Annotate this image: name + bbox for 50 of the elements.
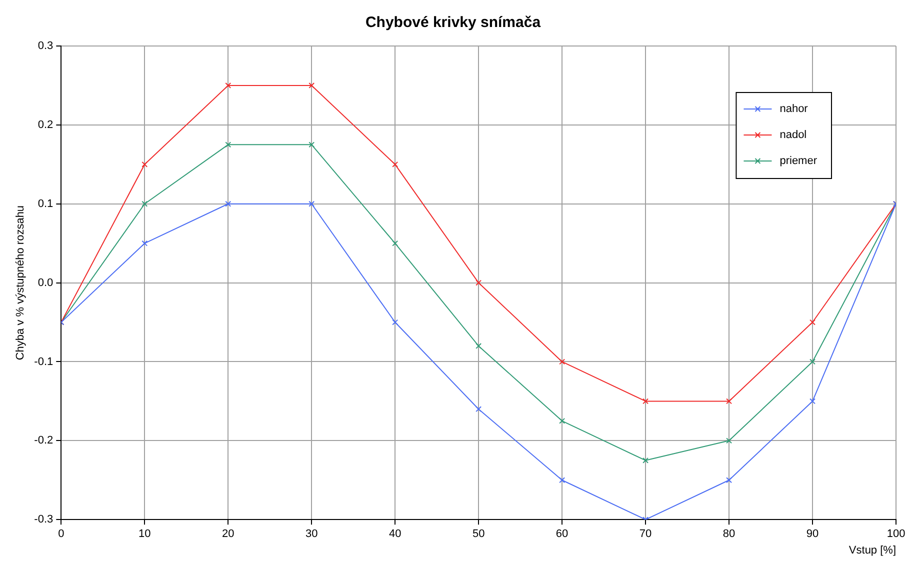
point: [476, 342, 482, 349]
point: [142, 161, 148, 168]
point: [225, 142, 232, 148]
x-tick-label: 30: [305, 528, 318, 540]
y-tick-label: 0.2: [38, 118, 54, 131]
point: [642, 398, 649, 404]
x-tick-label: 0: [58, 528, 64, 540]
x-tick-label: 40: [388, 528, 402, 540]
point: [642, 457, 649, 464]
y-tick-label: 0.0: [38, 276, 54, 289]
point: [308, 82, 315, 88]
x-tick-label: 70: [639, 528, 652, 540]
x-tick-label: 10: [138, 528, 151, 540]
point: [810, 398, 816, 404]
point: [810, 358, 816, 365]
y-tick-label: 0.1: [38, 198, 54, 210]
x-tick-label: 90: [806, 528, 819, 540]
point: [726, 477, 732, 484]
point: [392, 319, 398, 326]
x-tick-label: 20: [222, 528, 234, 540]
point: [559, 418, 566, 424]
y-tick-label: -0.1: [34, 356, 54, 368]
point: [225, 82, 232, 88]
point: [142, 240, 148, 246]
y-axis-title: Chyba v % výstupného rozsahu: [14, 205, 27, 360]
x-axis-title: Vstup [%]: [848, 544, 896, 556]
point: [559, 358, 566, 365]
y-tick-label: -0.2: [34, 434, 54, 447]
legend-label: nahor: [780, 103, 808, 116]
point: [392, 161, 398, 168]
legend-label: nadol: [780, 129, 807, 142]
point: [726, 398, 732, 404]
x-tick-label: 100: [886, 528, 906, 540]
point: [308, 200, 315, 207]
chart-title: Chybové krivky snímača: [365, 14, 542, 32]
x-tick-label: 80: [722, 528, 736, 540]
point: [476, 280, 482, 286]
point: [476, 406, 482, 412]
legend-label: priemer: [780, 155, 818, 168]
point: [726, 438, 732, 444]
x-tick-label: 60: [556, 528, 568, 540]
y-tick-label: -0.3: [34, 514, 54, 526]
point: [392, 240, 398, 246]
point: [142, 200, 148, 207]
point: [308, 142, 315, 148]
point: [225, 200, 232, 207]
point: [559, 477, 566, 484]
point: [810, 319, 816, 326]
y-tick-label: 0.3: [38, 40, 54, 52]
x-tick-label: 50: [472, 528, 485, 540]
